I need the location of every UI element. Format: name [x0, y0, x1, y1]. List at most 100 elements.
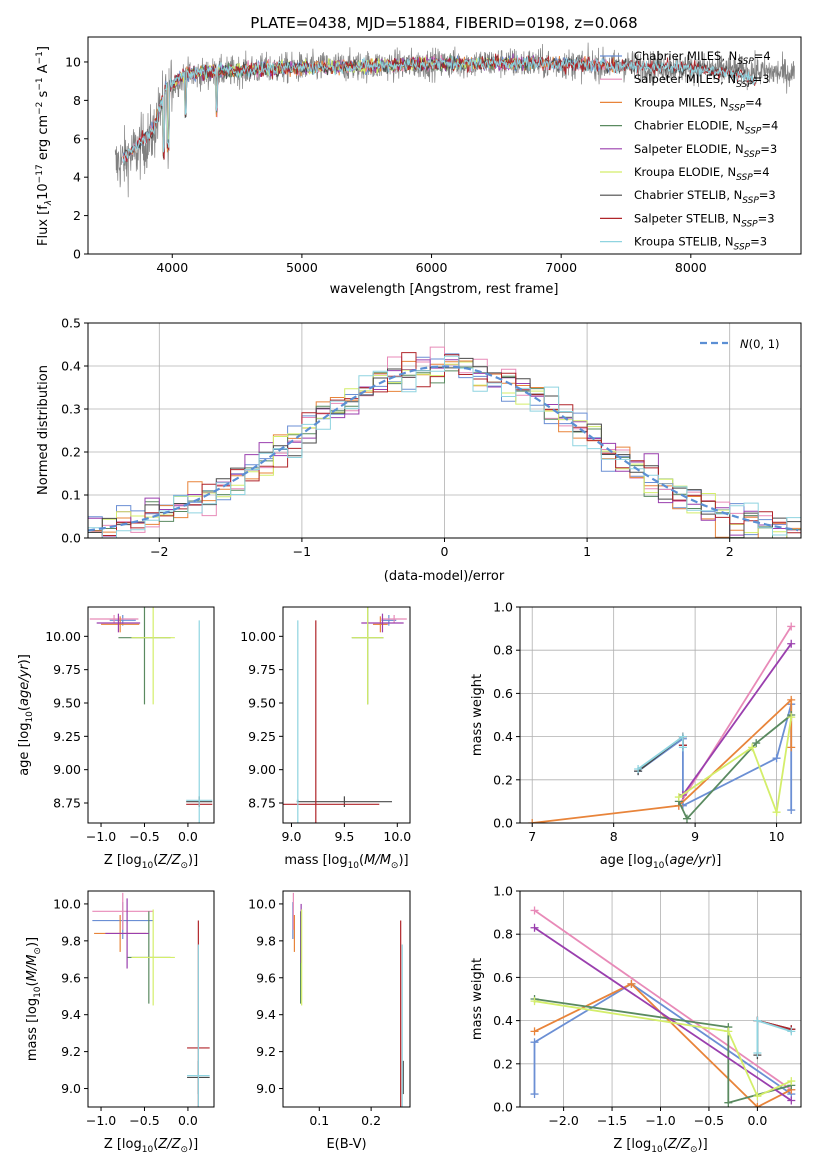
- x-tick-label: −2: [150, 544, 168, 559]
- x-axis-label: Z [log10(Z/Z⊙)]: [104, 853, 198, 871]
- data-point: [787, 806, 796, 815]
- axes-frame: [282, 890, 411, 1108]
- axes-mass_vs_ebv: 0.1 0.2 9.0 9.2 9.4 9.6 9.8 10.0 E(B-V): [248, 890, 411, 1152]
- errorbar-kroupa-elodie: [351, 607, 384, 705]
- x-tick-label: 7: [528, 829, 536, 844]
- y-tick-label: 9.4: [61, 1007, 81, 1022]
- series-line: [534, 982, 792, 1107]
- legend-entry: Kroupa ELODIE, NSSP=4: [634, 165, 770, 183]
- y-tick-label: 0.4: [493, 729, 513, 744]
- y-tick-label: 9.6: [61, 970, 81, 985]
- data-point: [678, 743, 687, 752]
- series-line: [534, 1000, 792, 1098]
- series-chabrier-miles: [530, 979, 796, 1099]
- plot-area: [528, 622, 796, 823]
- series-kroupa-miles: [528, 695, 796, 823]
- data-point: [753, 1049, 762, 1057]
- axes-mass_vs_Z: −1.0 −0.5 0.0 9.0 9.2 9.4 9.6 9.8 10.0 Z [log10(Z…: [25, 890, 215, 1155]
- y-tick-label: 0.4: [61, 359, 81, 374]
- errorbar-kroupa-stelib: [296, 620, 299, 823]
- data-spectrum: [114, 42, 795, 198]
- plot-area: [114, 42, 795, 198]
- x-tick-label: 9.5: [334, 829, 354, 844]
- data-point: [528, 819, 537, 823]
- data-point: [753, 1092, 762, 1101]
- y-tick-label: 9.25: [53, 729, 81, 744]
- series-kroupa-stelib: [753, 1016, 796, 1057]
- histogram-kroupa-stelib: [88, 355, 801, 538]
- y-tick-label: 0.8: [493, 927, 513, 942]
- y-tick-label: 10: [65, 54, 81, 69]
- data-point: [787, 639, 796, 648]
- y-tick-label: 0.8: [493, 643, 513, 658]
- data-point: [682, 814, 691, 823]
- x-tick-label: 5000: [286, 260, 318, 275]
- series-line: [677, 714, 792, 821]
- x-tick-label: −0.5: [129, 1113, 159, 1128]
- y-tick-label: 9.50: [248, 696, 276, 711]
- axes-frame: [87, 36, 802, 255]
- legend: Chabrier MILES, NSSP=4 Salpeter MILES, NS…: [600, 49, 778, 253]
- errorbar-chabrier-stelib: [296, 796, 393, 807]
- series-salpeter-elodie: [530, 923, 796, 1105]
- x-axis-label: age [log10(age/yr)]: [600, 853, 722, 871]
- data-point: [724, 1027, 733, 1036]
- x-tick-label: 8000: [675, 260, 707, 275]
- y-tick-label: 9.8: [61, 933, 81, 948]
- y-tick-label: 4: [73, 170, 81, 185]
- errorbar-salpeter-stelib: [283, 620, 380, 823]
- plot-area: [530, 906, 796, 1107]
- x-tick-label: 9: [691, 829, 699, 844]
- series-line: [678, 717, 793, 816]
- legend-entry: Chabrier MILES, NSSP=4: [634, 49, 771, 67]
- legend-entry: Kroupa STELIB, NSSP=3: [634, 235, 767, 253]
- y-axis-label: Flux [fλ10−17 erg cm−2 s−1 A−1]: [35, 46, 54, 246]
- x-tick-label: −1: [293, 544, 311, 559]
- series-line: [533, 982, 792, 1095]
- axes-age_vs_mass: 9.0 9.5 10.0 8.75 9.00 9.25 9.50 9.75 10.00 mass …: [240, 606, 411, 871]
- y-tick-label: 9.50: [53, 696, 81, 711]
- y-tick-label: 0.3: [61, 402, 81, 417]
- series-line: [534, 998, 792, 1104]
- data-point: [674, 793, 683, 802]
- x-axis-label: mass [log10(M/M⊙)]: [284, 853, 408, 871]
- y-axis-label: mass weight: [470, 674, 485, 756]
- y-tick-label: 8.75: [53, 796, 81, 811]
- legend-entry: Salpeter STELIB, NSSP=3: [634, 211, 775, 229]
- y-tick-label: 2: [73, 208, 81, 223]
- axes-frame: [282, 606, 411, 824]
- y-tick-label: 0.4: [493, 1013, 513, 1028]
- plot-area: [88, 346, 801, 538]
- y-axis-label: age [log10(age/yr)]: [17, 654, 35, 776]
- x-tick-label: 7000: [545, 260, 577, 275]
- x-tick-label: −1.0: [645, 1113, 675, 1128]
- y-tick-label: 0.2: [493, 772, 513, 787]
- x-tick-label: −2.0: [548, 1113, 578, 1128]
- grid: [520, 606, 801, 824]
- y-tick-label: 9.00: [53, 762, 81, 777]
- data-point: [724, 1098, 733, 1107]
- series-kroupa-elodie: [674, 713, 796, 817]
- data-point: [530, 923, 539, 932]
- y-tick-label: 0.2: [61, 445, 81, 460]
- y-tick-label: 10.0: [53, 896, 81, 911]
- y-tick-label: 0.0: [493, 1100, 513, 1115]
- errorbar-salpeter-elodie: [105, 898, 149, 969]
- x-tick-label: 9.0: [282, 829, 302, 844]
- plot-area: [92, 892, 210, 1107]
- x-axis-label: Z [log10(Z/Z⊙)]: [613, 1137, 707, 1155]
- data-point: [787, 713, 796, 722]
- data-point: [752, 739, 761, 748]
- series-line: [637, 703, 793, 810]
- y-tick-label: 9.75: [248, 662, 276, 677]
- legend-entry: Salpeter ELODIE, NSSP=3: [634, 142, 777, 160]
- series-line: [533, 926, 792, 1102]
- x-tick-label: 8: [610, 829, 618, 844]
- data-point: [787, 1096, 796, 1105]
- data-point: [530, 1027, 539, 1036]
- y-tick-label: 9.4: [256, 1007, 276, 1022]
- data-point: [634, 765, 643, 773]
- data-point: [753, 1103, 762, 1107]
- x-tick-label: −1.0: [86, 829, 116, 844]
- y-tick-label: 0.1: [61, 488, 81, 503]
